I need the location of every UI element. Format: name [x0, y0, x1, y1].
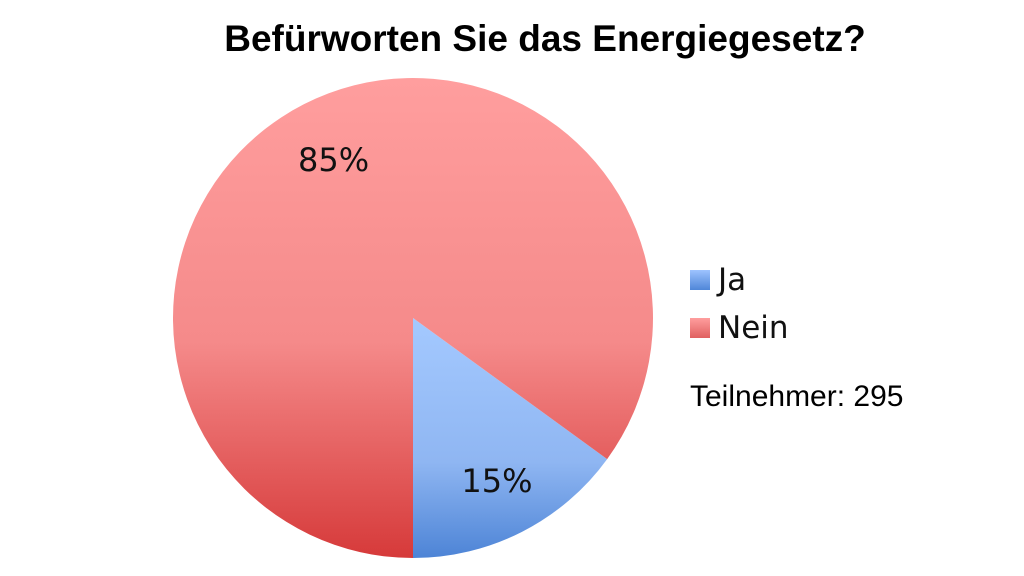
legend-swatch-nein [690, 318, 710, 338]
participants-count: Teilnehmer: 295 [690, 380, 904, 413]
legend-swatch-ja [690, 270, 710, 290]
pie-slice-ja [413, 318, 608, 558]
pie-slice-nein [173, 77, 654, 558]
legend-label-nein: Nein [718, 310, 789, 346]
legend-item-nein: Nein [690, 304, 789, 352]
data-label-nein: 85% [298, 141, 369, 179]
legend-item-ja: Ja [690, 256, 789, 304]
legend-label-ja: Ja [718, 262, 747, 298]
legend: Ja Nein [690, 256, 789, 352]
chart-title: Befürworten Sie das Energiegesetz? [224, 18, 866, 59]
data-label-ja: 15% [461, 462, 532, 500]
